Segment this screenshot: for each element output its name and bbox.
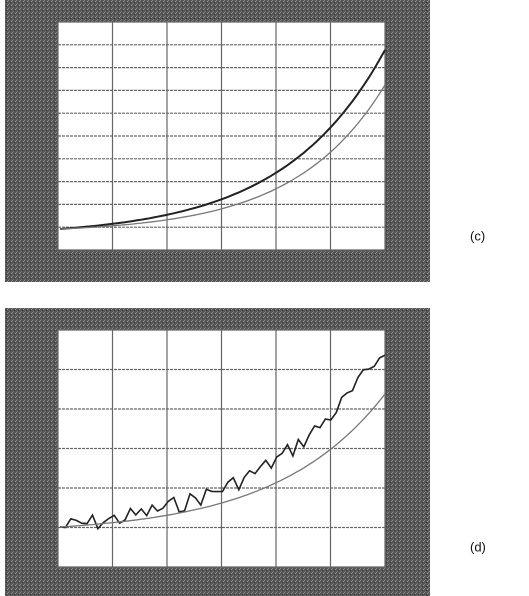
panel-label: (c) (470, 228, 485, 243)
panel-label: (d) (470, 539, 486, 554)
scope-panel (5, 308, 430, 596)
figure: (c) (d) (0, 0, 529, 596)
scope-panel (5, 0, 430, 282)
